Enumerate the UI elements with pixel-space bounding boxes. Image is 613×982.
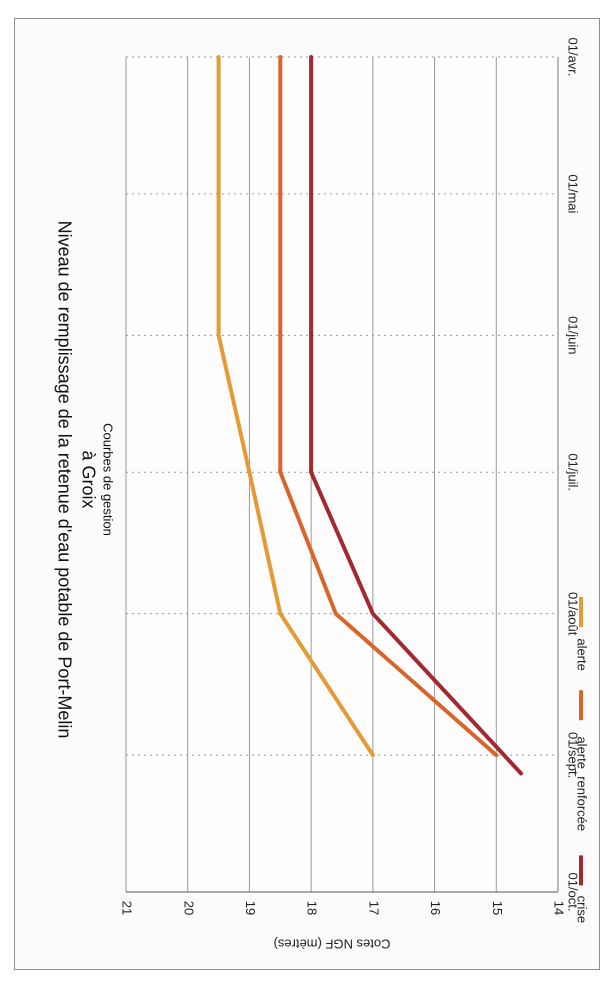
value-tick-label-21: 21 — [120, 901, 135, 915]
chart-title: Niveau de remplissage de la retenue d'ea… — [54, 221, 74, 739]
date-tick-label-3: 01/juil. — [566, 453, 581, 491]
value-tick-label-18: 18 — [305, 901, 320, 915]
value-tick-label-15: 15 — [490, 901, 505, 915]
series-line-crise — [309, 55, 523, 776]
value-tick-label-14: 14 — [552, 901, 567, 915]
plot-background — [126, 57, 558, 892]
date-tick-label-4: 01/août — [566, 592, 581, 636]
legend-label-crise: crise — [575, 896, 590, 923]
legend-label-alerte_renforcée: alerte_renforcée — [575, 736, 590, 831]
value-tick-label-19: 19 — [243, 901, 258, 915]
plot-layer — [125, 55, 559, 893]
chart-frame: 14 15 16 17 18 19 20 21 01/avr. 01/mai 01/juin 01/j… — [14, 18, 600, 970]
series-line-alerte_renforcée — [278, 55, 499, 758]
value-tick-label-17: 17 — [366, 901, 381, 915]
value-axis-title: Cotes NGF (mètres) — [273, 937, 390, 952]
date-tick-label-0: 01/avr. — [566, 37, 581, 76]
value-tick-label-16: 16 — [428, 901, 443, 915]
date-tick-label-2: 01/juin — [566, 316, 581, 354]
date-tick-label-6: 01/oct. — [566, 872, 581, 911]
date-tick-label-1: 01/mai — [566, 174, 581, 213]
legend-label-alerte: alerte — [575, 638, 590, 671]
value-tick-label-20: 20 — [181, 901, 196, 915]
date-tick-label-5: 01/sept. — [566, 732, 581, 778]
chart-svg: 14 15 16 17 18 19 20 21 01/avr. 01/mai 01/juin 01/j… — [54, 37, 589, 951]
chart-title-line2: à Groix — [78, 450, 98, 508]
labels-layer: 14 15 16 17 18 19 20 21 01/avr. 01/mai 01/juin 01/j… — [54, 37, 589, 951]
series-line-alerte — [216, 55, 375, 758]
chart-subtitle: Courbes de gestion — [101, 423, 116, 536]
